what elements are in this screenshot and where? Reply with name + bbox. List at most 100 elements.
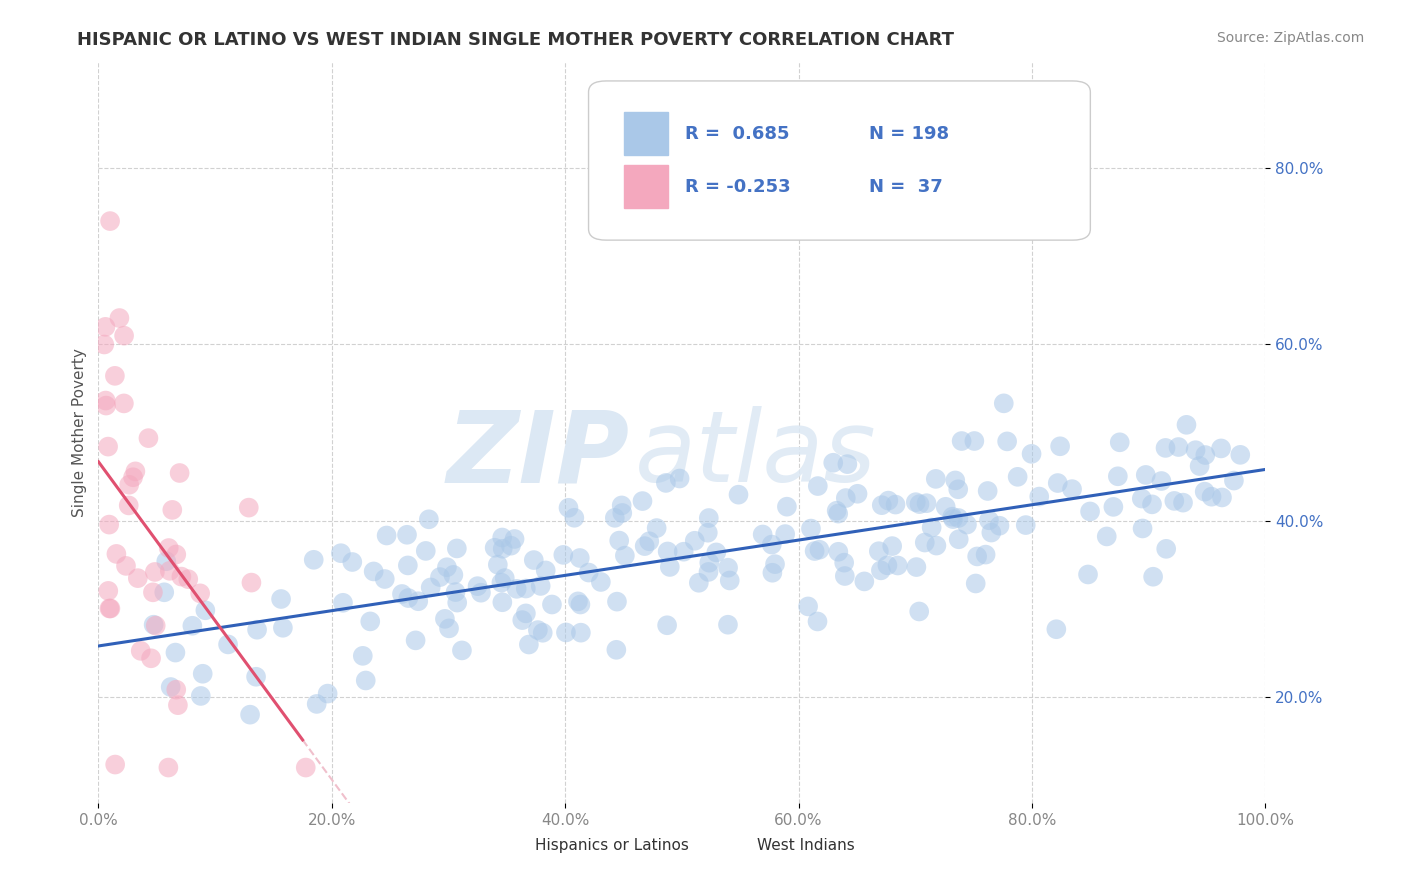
Text: ZIP: ZIP bbox=[446, 407, 630, 503]
Point bbox=[124, 464, 146, 478]
Point bbox=[645, 521, 668, 535]
Point bbox=[162, 503, 184, 517]
Point bbox=[491, 575, 513, 590]
Point bbox=[569, 625, 592, 640]
Point bbox=[800, 522, 823, 536]
Point bbox=[494, 571, 516, 585]
Text: Hispanics or Latinos: Hispanics or Latinos bbox=[534, 838, 689, 854]
Point bbox=[727, 488, 749, 502]
Text: N =  37: N = 37 bbox=[869, 178, 942, 196]
Point bbox=[429, 570, 451, 584]
Point bbox=[153, 585, 176, 599]
Point bbox=[534, 563, 557, 577]
Point bbox=[104, 368, 127, 383]
Point bbox=[797, 599, 820, 614]
Point bbox=[1046, 476, 1069, 491]
Point bbox=[568, 551, 591, 566]
Point bbox=[827, 545, 849, 559]
Point bbox=[396, 558, 419, 573]
Point bbox=[118, 499, 141, 513]
Point bbox=[391, 587, 413, 601]
Point bbox=[868, 544, 890, 558]
Point bbox=[634, 539, 657, 553]
Point bbox=[93, 337, 115, 351]
Point bbox=[1184, 443, 1206, 458]
Point bbox=[98, 601, 121, 615]
Point bbox=[921, 520, 943, 534]
Point bbox=[567, 594, 589, 608]
Point bbox=[846, 487, 869, 501]
Point bbox=[127, 571, 149, 585]
Point bbox=[246, 623, 269, 637]
Point bbox=[491, 531, 513, 545]
Point bbox=[948, 533, 970, 547]
Point bbox=[808, 542, 831, 557]
Point bbox=[1154, 441, 1177, 455]
Point bbox=[139, 651, 162, 665]
Point bbox=[217, 637, 239, 651]
Point bbox=[974, 548, 997, 562]
Point bbox=[1095, 529, 1118, 543]
Point bbox=[578, 566, 600, 580]
Point bbox=[523, 553, 546, 567]
Point bbox=[270, 592, 292, 607]
Point bbox=[406, 594, 429, 608]
Point bbox=[1028, 490, 1050, 504]
Point bbox=[876, 558, 898, 573]
Point bbox=[950, 434, 973, 448]
Point bbox=[271, 621, 294, 635]
Point bbox=[914, 535, 936, 549]
Point bbox=[97, 583, 120, 598]
Point bbox=[316, 687, 339, 701]
Point bbox=[245, 670, 267, 684]
Point bbox=[683, 533, 706, 548]
Point bbox=[672, 544, 695, 558]
Point bbox=[870, 498, 893, 512]
Point bbox=[441, 567, 464, 582]
Point bbox=[1015, 518, 1038, 533]
Point bbox=[396, 591, 419, 605]
Point bbox=[638, 534, 661, 549]
Text: atlas: atlas bbox=[636, 407, 877, 503]
Point bbox=[557, 500, 579, 515]
Point bbox=[1142, 570, 1164, 584]
Point bbox=[159, 564, 181, 578]
Y-axis label: Single Mother Poverty: Single Mother Poverty bbox=[72, 348, 87, 517]
Point bbox=[239, 707, 262, 722]
Point bbox=[655, 618, 678, 632]
Point bbox=[517, 638, 540, 652]
Point bbox=[142, 617, 165, 632]
Point bbox=[832, 556, 855, 570]
Point bbox=[354, 673, 377, 688]
Point bbox=[342, 555, 364, 569]
Point bbox=[1077, 567, 1099, 582]
FancyBboxPatch shape bbox=[624, 112, 668, 155]
Point bbox=[1102, 500, 1125, 514]
Point bbox=[980, 525, 1002, 540]
Point bbox=[761, 566, 783, 580]
Point bbox=[751, 527, 773, 541]
Point bbox=[165, 646, 187, 660]
Point bbox=[363, 565, 385, 579]
Point bbox=[467, 579, 489, 593]
Point bbox=[884, 498, 907, 512]
Point bbox=[484, 541, 506, 555]
Point bbox=[562, 510, 585, 524]
Point bbox=[1007, 470, 1029, 484]
Text: N = 198: N = 198 bbox=[869, 125, 949, 143]
Point bbox=[915, 496, 938, 510]
Point bbox=[1078, 504, 1101, 518]
Point bbox=[763, 557, 786, 571]
Point bbox=[555, 625, 578, 640]
Point bbox=[877, 493, 900, 508]
Point bbox=[948, 511, 970, 525]
Point bbox=[995, 434, 1018, 449]
Point bbox=[610, 499, 633, 513]
Point bbox=[115, 558, 138, 573]
Point bbox=[696, 525, 718, 540]
Point bbox=[499, 539, 522, 553]
Point bbox=[776, 500, 799, 514]
Point bbox=[963, 434, 986, 448]
FancyBboxPatch shape bbox=[723, 836, 748, 856]
Point bbox=[138, 431, 160, 445]
